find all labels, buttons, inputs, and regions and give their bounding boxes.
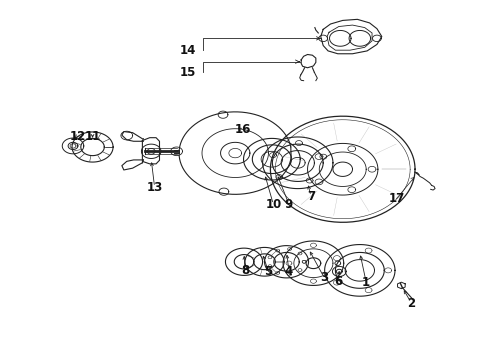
Text: 17: 17 <box>389 192 405 205</box>
Text: 9: 9 <box>285 198 293 211</box>
Text: 16: 16 <box>234 123 251 136</box>
Text: 2: 2 <box>407 297 415 310</box>
Text: 6: 6 <box>335 275 343 288</box>
Text: 15: 15 <box>180 66 196 79</box>
Text: 8: 8 <box>241 264 249 277</box>
Text: 14: 14 <box>180 44 196 57</box>
Text: 11: 11 <box>84 130 100 143</box>
Text: 3: 3 <box>320 271 328 284</box>
Text: 7: 7 <box>307 190 315 203</box>
Text: 10: 10 <box>265 198 281 211</box>
Text: 5: 5 <box>264 265 272 278</box>
Text: 13: 13 <box>147 181 163 194</box>
Text: 1: 1 <box>362 276 370 289</box>
Text: 4: 4 <box>285 265 293 278</box>
Text: 12: 12 <box>69 130 86 143</box>
